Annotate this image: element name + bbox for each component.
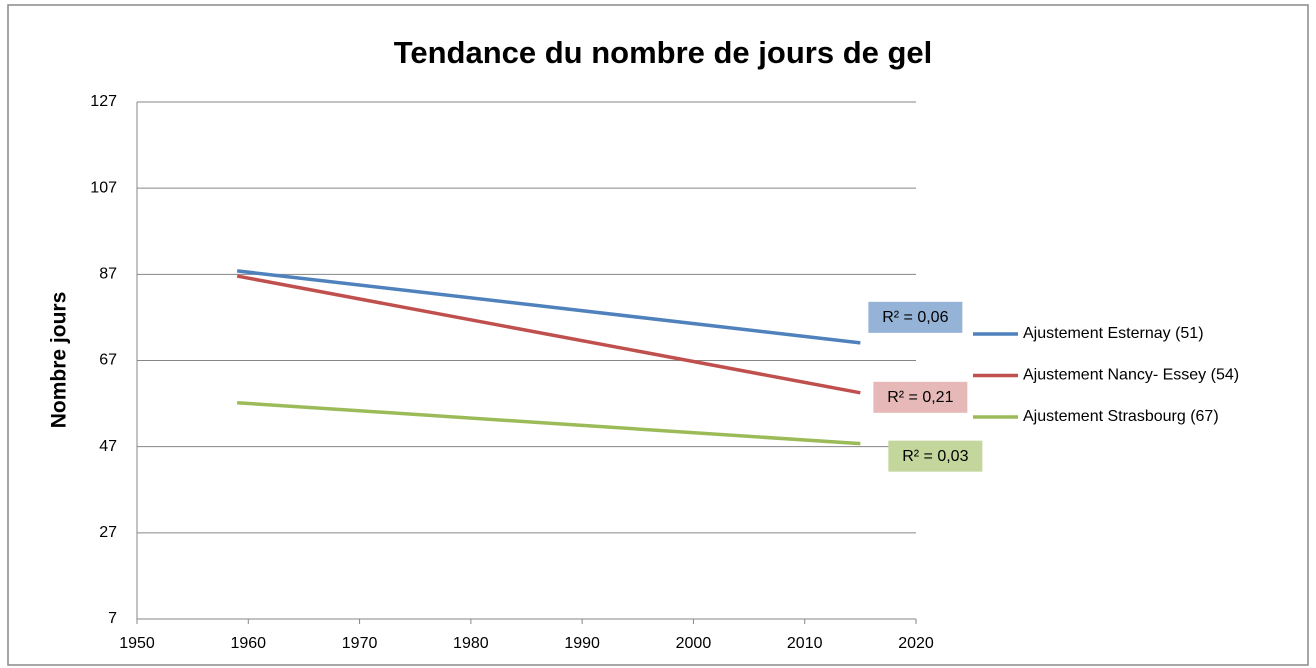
x-tick-label: 1990: [564, 635, 600, 652]
trend-line: [236, 274, 861, 395]
x-tick-label: 1980: [453, 635, 489, 652]
x-tick-label: 2020: [898, 635, 934, 652]
x-tick-label: 1960: [230, 635, 266, 652]
annotation: R² = 0,03: [902, 448, 968, 465]
y-tick-label: 7: [108, 610, 117, 627]
y-tick-label: 127: [90, 93, 117, 110]
chart-title: Tendance du nombre de jours de gel: [394, 35, 933, 70]
y-axis-label: Nombre jours: [48, 292, 71, 429]
y-tick-label: 87: [99, 266, 117, 283]
annotation-box: [888, 440, 983, 472]
chart-frame: [7, 4, 1309, 666]
annotation: R² = 0,21: [887, 389, 953, 406]
y-tick-label: 27: [99, 524, 117, 541]
x-tick-label: 1950: [119, 635, 155, 652]
annotation-box: [868, 301, 963, 333]
x-tick-label: 2000: [676, 635, 712, 652]
legend-label: Ajustement Esternay (51): [1023, 325, 1204, 342]
y-tick-label: 67: [99, 352, 117, 369]
annotation: R² = 0,06: [882, 309, 948, 326]
legend-label: Ajustement Nancy- Essey (54): [1023, 367, 1239, 384]
x-tick-label: 2010: [787, 635, 823, 652]
annotation-box: [873, 381, 968, 413]
y-tick-label: 47: [99, 438, 117, 455]
trend-line: [236, 269, 861, 345]
legend-label: Ajustement Strasbourg (67): [1023, 408, 1219, 425]
x-tick-label: 1970: [342, 635, 378, 652]
y-tick-label: 107: [90, 179, 117, 196]
trend-line: [237, 400, 861, 446]
